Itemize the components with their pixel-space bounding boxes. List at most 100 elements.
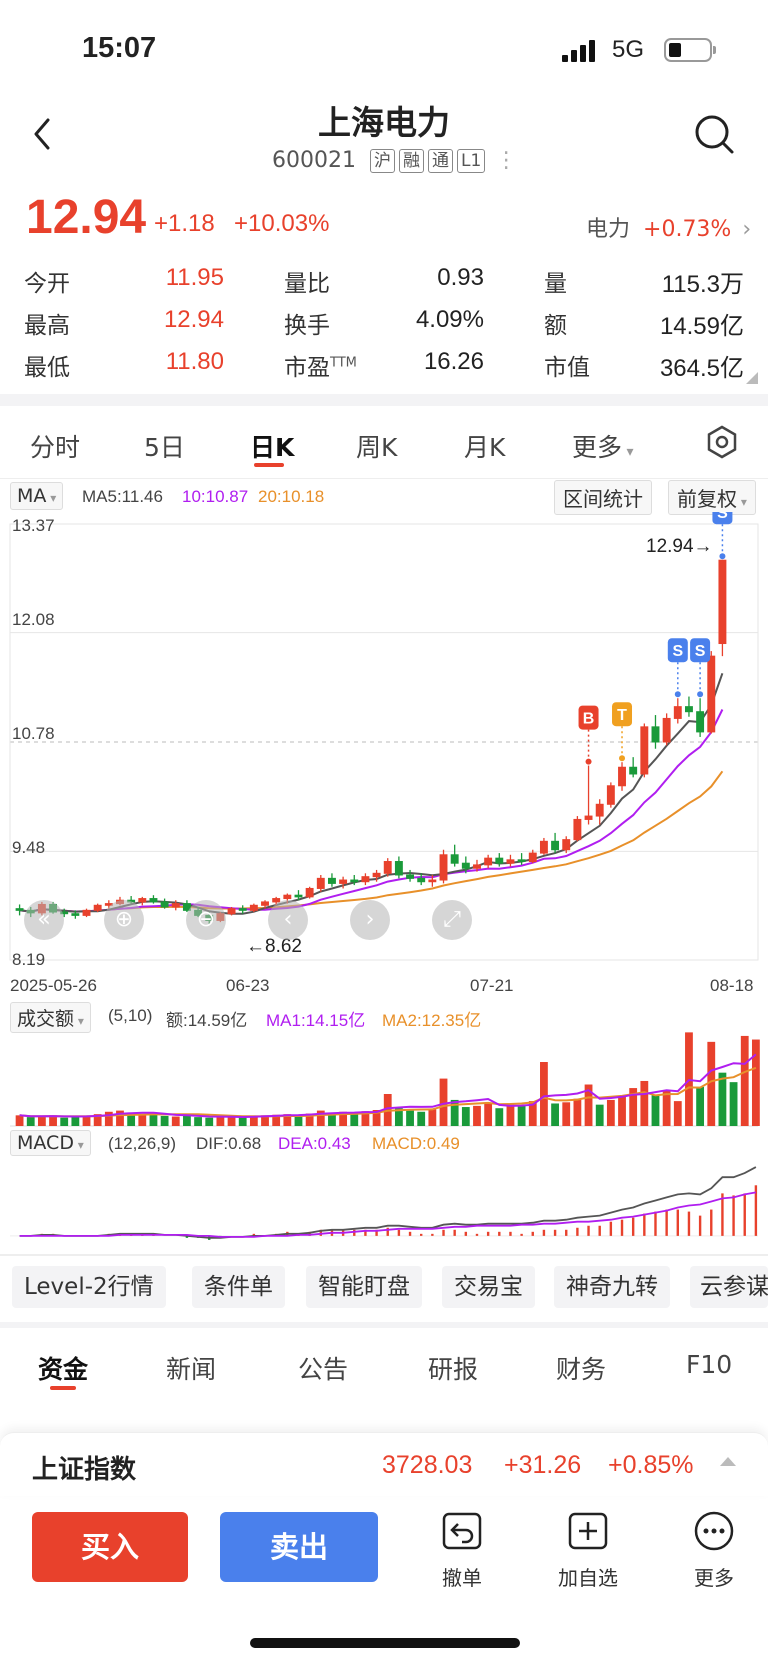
volume-bar: [138, 1114, 147, 1126]
tab-5day[interactable]: 5日: [144, 433, 185, 462]
back-button[interactable]: [24, 112, 64, 156]
volume-bar: [127, 1112, 136, 1126]
signal-t-label: T: [617, 707, 627, 724]
tab-more-label: 更多: [572, 433, 623, 462]
volume-bar: [339, 1111, 348, 1126]
adjust-select[interactable]: 前复权 ▾: [668, 480, 756, 515]
connect-tag: 通: [427, 148, 453, 173]
signal-badge: [712, 512, 733, 525]
section-divider: [0, 1254, 768, 1256]
tab-funds[interactable]: 资金: [38, 1355, 89, 1384]
cancel-order-button[interactable]: 撤单: [422, 1510, 502, 1594]
stat-label-pe-sup: TTM: [330, 355, 357, 371]
feature-trade-treasure[interactable]: 交易宝: [442, 1266, 535, 1308]
feature-smart-watch[interactable]: 智能盯盘: [306, 1266, 422, 1308]
candle-body: [82, 909, 91, 916]
candle-body: [160, 901, 169, 908]
x-tick-label: 07-21: [470, 976, 514, 995]
candle-body: [71, 913, 80, 916]
candle-body: [696, 711, 705, 733]
signal-dot: [719, 553, 726, 560]
sell-button[interactable]: 卖出: [220, 1512, 378, 1582]
volume-bar: [216, 1116, 225, 1126]
tab-news[interactable]: 新闻: [166, 1355, 217, 1384]
volume-ma2-label: MA2:12.35亿: [382, 1011, 482, 1030]
feature-cloud-advisor[interactable]: 云参谋: [690, 1266, 768, 1308]
tab-intraday[interactable]: 分时: [30, 433, 81, 462]
zoom-in-icon[interactable]: ⊕: [104, 900, 144, 940]
candle-body: [506, 859, 515, 864]
skip-back-tool-icon[interactable]: «: [24, 900, 64, 940]
cancel-order-icon: [442, 1512, 482, 1550]
feature-conditional-order[interactable]: 条件单: [192, 1266, 285, 1308]
chart-settings-button[interactable]: [704, 424, 740, 460]
ma-select[interactable]: MA ▾: [10, 482, 64, 510]
candle-body: [339, 879, 348, 884]
network-label: 5G: [612, 36, 645, 63]
add-watchlist-button[interactable]: 加自选: [548, 1510, 628, 1594]
volume-bar: [751, 1039, 760, 1126]
signal-dot: [674, 691, 681, 698]
candle-body: [394, 861, 403, 876]
candle-body: [673, 706, 682, 719]
volume-bar: [696, 1086, 705, 1126]
macd-chart[interactable]: [0, 1156, 768, 1252]
volume-bar: [629, 1088, 638, 1126]
feature-magic-nine[interactable]: 神奇九转: [554, 1266, 670, 1308]
scroll-right-icon[interactable]: ›: [350, 900, 390, 940]
volume-bar: [294, 1115, 303, 1126]
volume-bar: [484, 1103, 493, 1126]
tab-financials[interactable]: 财务: [556, 1355, 607, 1384]
buy-button[interactable]: 买入: [32, 1512, 188, 1582]
ma10-legend: 10:10.87: [182, 487, 249, 506]
tab-f10[interactable]: F10: [686, 1350, 733, 1379]
stock-name: 上海电力: [318, 103, 450, 142]
candle-body: [584, 815, 593, 820]
volume-bar: [595, 1104, 604, 1126]
volume-bar: [238, 1116, 247, 1126]
volume-bar: [718, 1072, 727, 1126]
volume-bar: [562, 1102, 571, 1126]
candle-body: [473, 864, 481, 869]
battery-tip: [713, 46, 716, 54]
tab-weekly-k[interactable]: 周K: [356, 433, 398, 462]
volume-params: (5,10): [108, 1006, 153, 1025]
candle-body: [707, 655, 716, 733]
volume-chart[interactable]: [0, 1028, 768, 1128]
tab-daily-k[interactable]: 日K: [250, 433, 295, 462]
tab-announcements[interactable]: 公告: [298, 1355, 349, 1384]
candle-body: [305, 887, 314, 898]
search-button[interactable]: [692, 112, 738, 158]
candle-body: [551, 840, 560, 851]
volume-bar: [528, 1101, 537, 1126]
sector-link[interactable]: 电力 +0.73% ›: [586, 211, 751, 243]
tab-monthly-k[interactable]: 月K: [464, 433, 506, 462]
candle-body: [249, 904, 258, 911]
index-value: 3728.03: [382, 1451, 473, 1479]
candle-body: [283, 894, 292, 900]
caret-down-icon: ▾: [74, 1014, 84, 1028]
more-dots-icon[interactable]: ⋮: [495, 148, 518, 173]
sector-name: 电力: [586, 217, 631, 242]
tab-more[interactable]: 更多 ▾: [572, 428, 634, 464]
volume-indicator-select[interactable]: 成交额 ▾: [10, 1002, 91, 1033]
index-ticker-bar[interactable]: 上证指数 3728.03 +31.26 +0.85%: [0, 1432, 768, 1496]
fullscreen-icon[interactable]: ⤢: [432, 900, 472, 940]
stat-label-amount: 额: [544, 313, 567, 339]
scroll-left-icon[interactable]: ‹: [268, 900, 308, 940]
max-price-label: 12.94→: [646, 536, 713, 557]
candle-body: [562, 839, 571, 851]
range-stats-button[interactable]: 区间统计: [554, 480, 652, 515]
volume-bar: [461, 1107, 470, 1126]
macd-indicator-select[interactable]: MACD ▾: [10, 1130, 91, 1156]
feature-level2[interactable]: Level-2行情: [12, 1266, 166, 1308]
caret-up-icon[interactable]: [720, 1457, 736, 1466]
battery-icon: [664, 38, 712, 62]
candle-body: [495, 857, 504, 864]
tab-research[interactable]: 研报: [428, 1355, 479, 1384]
more-button[interactable]: 更多: [674, 1510, 754, 1594]
volume-bar: [450, 1099, 459, 1126]
zoom-out-icon[interactable]: ⊖: [186, 900, 226, 940]
volume-bar: [394, 1108, 403, 1126]
expand-corner-icon[interactable]: [746, 372, 758, 384]
